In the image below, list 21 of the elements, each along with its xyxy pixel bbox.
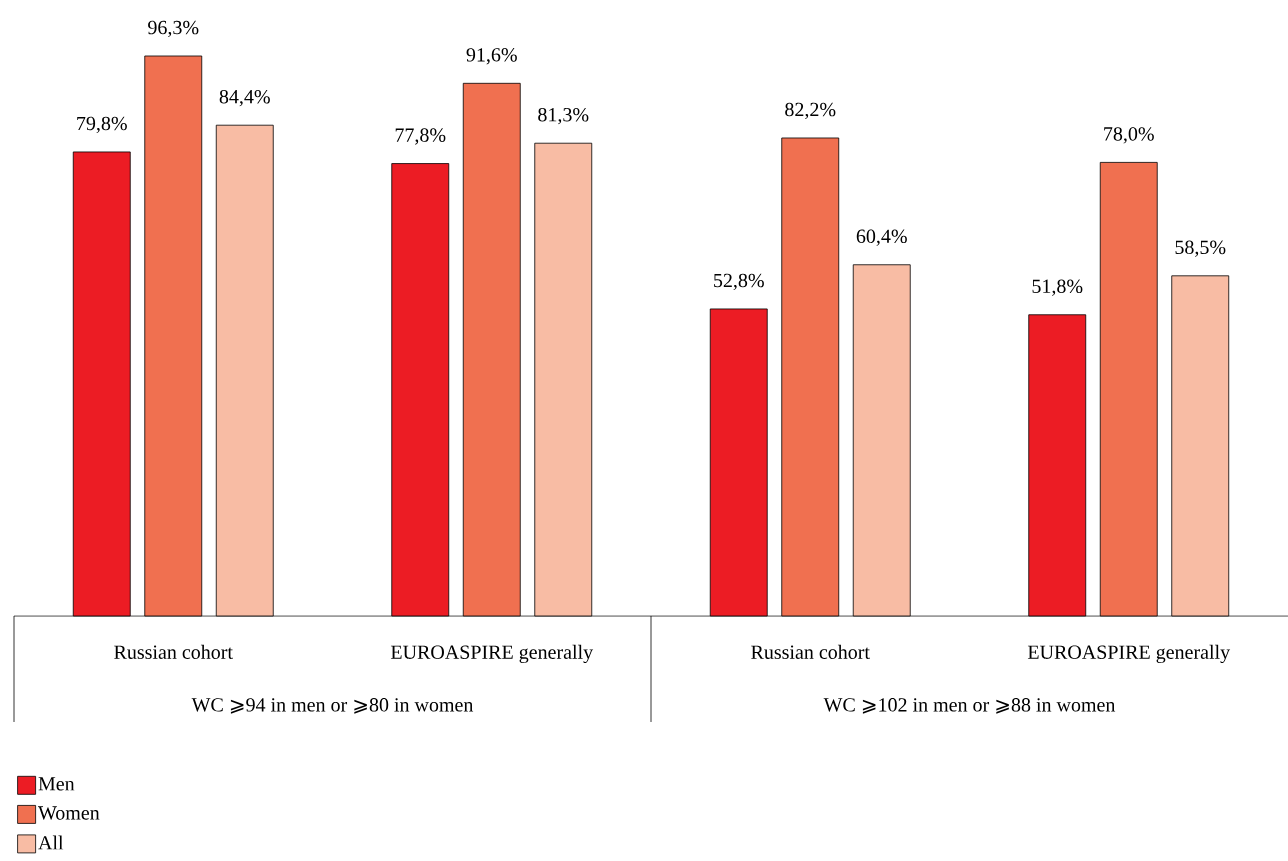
- data-label: 82,2%: [785, 102, 836, 120]
- data-label: 96,3%: [148, 20, 199, 38]
- legend-label: Men: [38, 777, 75, 791]
- text: WC ⩾102 in men or ⩾88 in women: [823, 698, 1116, 714]
- data-label: 81,3%: [538, 107, 589, 125]
- data-label: 77,8%: [395, 128, 446, 145]
- x-tick-label: EUROASPIRE generally: [390, 644, 594, 664]
- x-tick-label: EUROASPIRE generally: [1027, 644, 1231, 664]
- data-label: 78,0%: [1104, 127, 1154, 144]
- data-label: 79,8%: [77, 116, 127, 134]
- text: WC ⩾94 in men or ⩾80 in women: [191, 698, 474, 714]
- data-label: 51,8%: [1032, 279, 1083, 296]
- data-label: 84,4%: [219, 89, 270, 107]
- data-label: 91,6%: [466, 48, 517, 65]
- legend-label: All: [38, 835, 64, 850]
- data-label: 52,8%: [714, 273, 764, 291]
- x-tick-label: Russian cohort: [751, 644, 870, 659]
- data-label: 60,4%: [856, 229, 907, 246]
- legend-label: Women: [38, 806, 100, 820]
- data-label: 58,5%: [1175, 240, 1226, 257]
- x-tick-label: Russian cohort: [114, 644, 233, 659]
